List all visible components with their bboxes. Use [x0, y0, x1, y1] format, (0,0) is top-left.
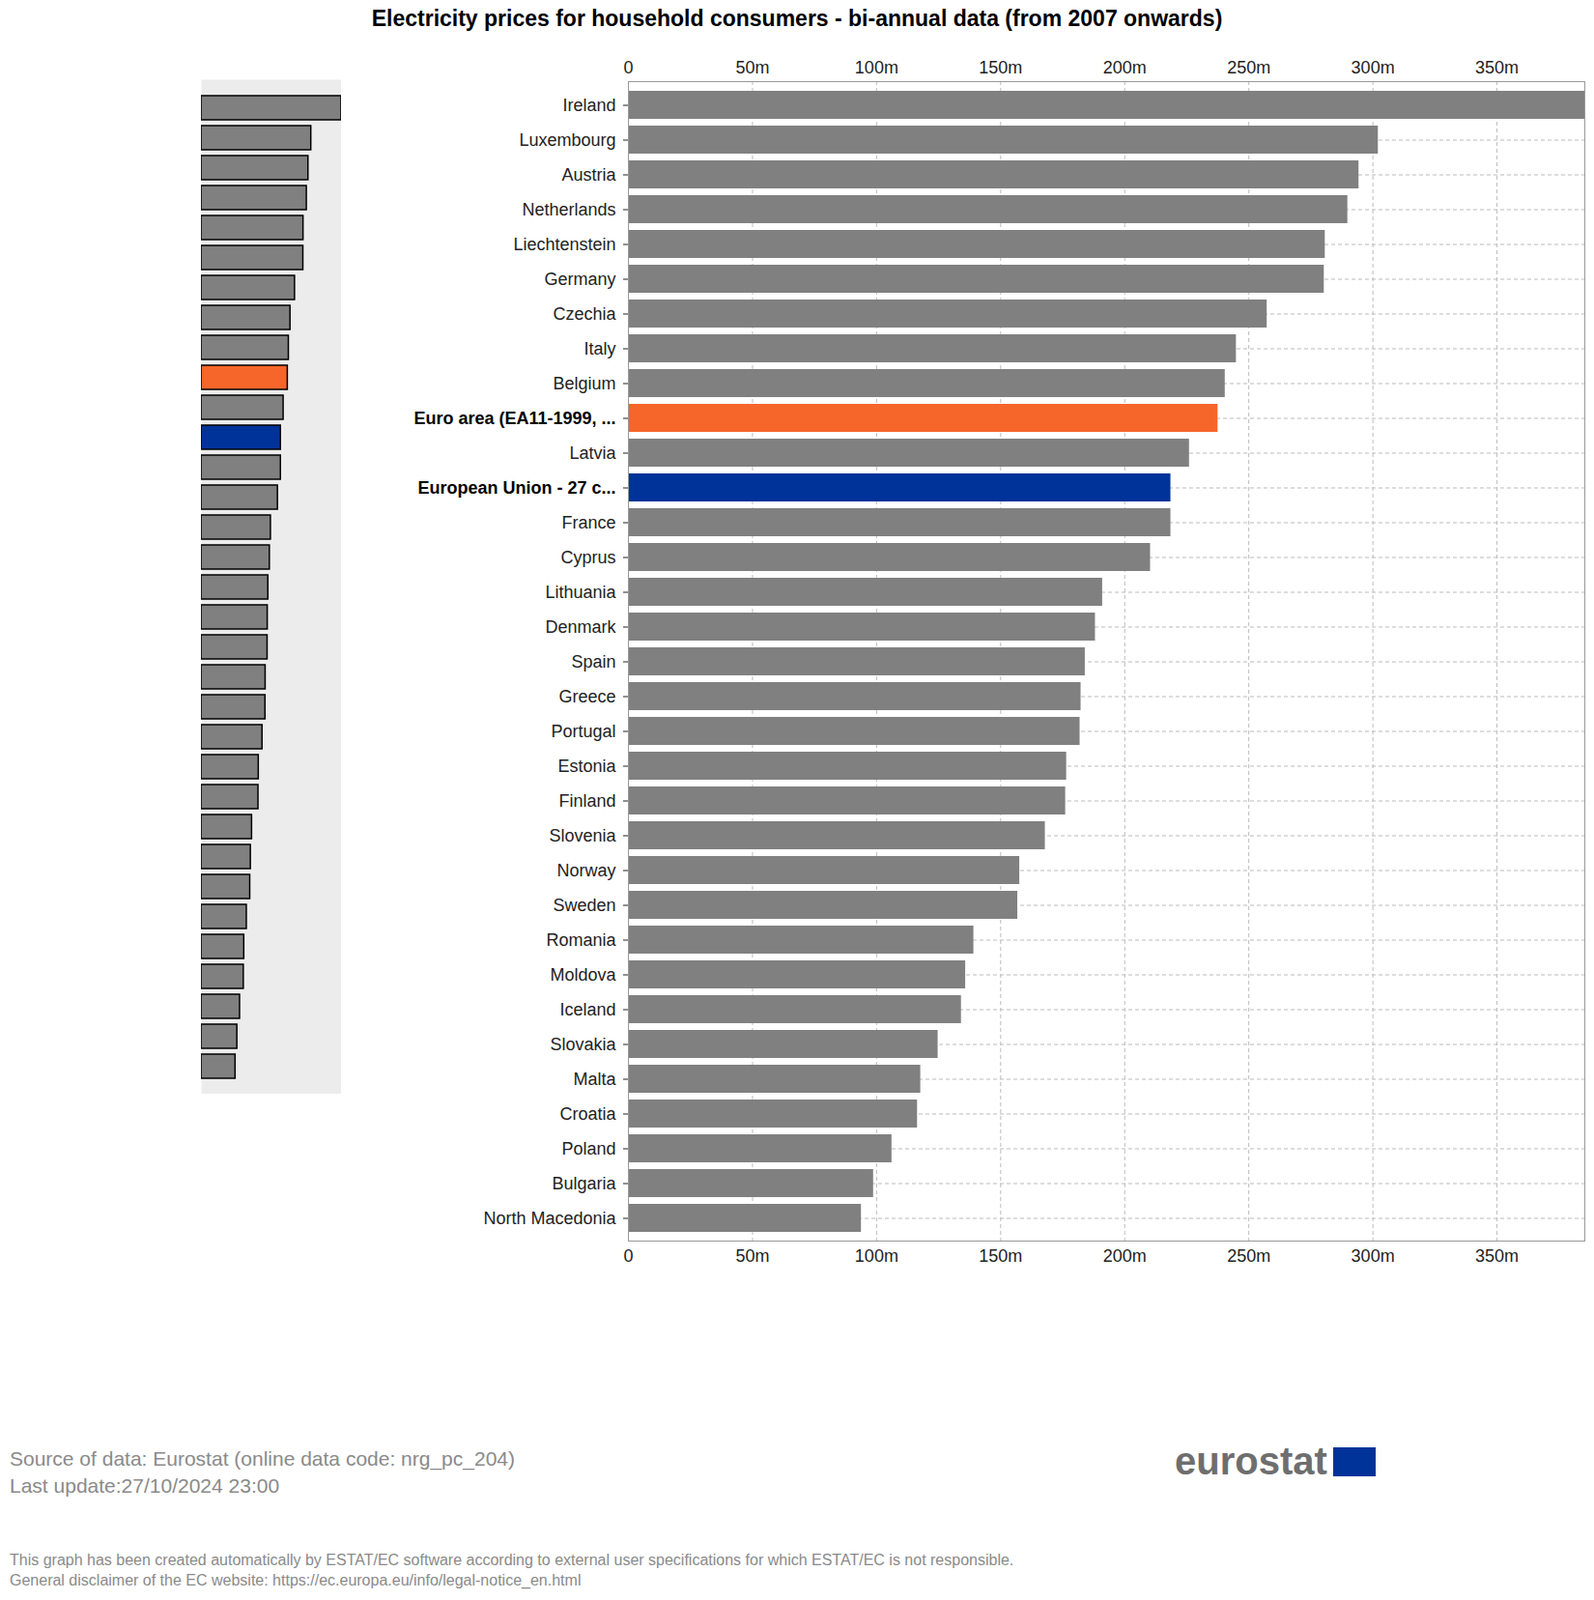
- svg-text:300m: 300m: [1351, 1246, 1395, 1266]
- svg-text:France: France: [561, 512, 616, 533]
- svg-text:250m: 250m: [1226, 57, 1271, 78]
- svg-text:Greece: Greece: [558, 686, 616, 707]
- html-text:General disclaimer of the EC w: General disclaimer of the EC website: ht…: [9, 1571, 581, 1589]
- svg-text:Sweden: Sweden: [552, 895, 616, 915]
- svg-text:Spain: Spain: [570, 652, 616, 672]
- svg-text:350m: 350m: [1475, 57, 1519, 78]
- html-text:Source of data: Eurostat (onli: Source of data: Eurostat (online data co…: [9, 1447, 515, 1470]
- svg-text:Italy: Italy: [583, 339, 616, 359]
- svg-text:Austria: Austria: [561, 165, 617, 185]
- svg-text:150m: 150m: [978, 57, 1023, 78]
- svg-text:Finland: Finland: [558, 791, 616, 811]
- html-text:eurostat: eurostat: [1174, 1439, 1328, 1482]
- svg-text:200m: 200m: [1103, 57, 1147, 78]
- svg-text:350m: 350m: [1475, 1246, 1519, 1266]
- svg-text:Iceland: Iceland: [559, 999, 616, 1020]
- svg-text:Bulgaria: Bulgaria: [551, 1173, 617, 1194]
- svg-text:Netherlands: Netherlands: [521, 199, 616, 220]
- svg-text:Slovenia: Slovenia: [548, 825, 617, 846]
- svg-text:300m: 300m: [1351, 57, 1395, 78]
- svg-text:Slovakia: Slovakia: [549, 1034, 617, 1054]
- svg-text:Moldova: Moldova: [549, 965, 617, 985]
- html-text:Electricity prices for househo: Electricity prices for household consume…: [371, 5, 1223, 31]
- svg-text:Norway: Norway: [556, 860, 616, 881]
- svg-text:200m: 200m: [1103, 1246, 1147, 1266]
- svg-text:Belgium: Belgium: [552, 373, 616, 394]
- svg-text:150m: 150m: [978, 1246, 1023, 1266]
- svg-text:Latvia: Latvia: [569, 443, 617, 463]
- svg-text:Ireland: Ireland: [562, 95, 616, 115]
- svg-text:Estonia: Estonia: [557, 756, 617, 776]
- svg-text:Portugal: Portugal: [550, 721, 616, 741]
- svg-text:Poland: Poland: [561, 1138, 616, 1159]
- html-text:Last update:27/10/2024 23:00: Last update:27/10/2024 23:00: [9, 1474, 280, 1497]
- svg-text:Denmark: Denmark: [544, 617, 617, 637]
- svg-text:50m: 50m: [735, 1246, 769, 1266]
- svg-text:Romania: Romania: [545, 930, 617, 950]
- svg-text:Liechtenstein: Liechtenstein: [512, 234, 616, 255]
- svg-text:Cyprus: Cyprus: [560, 547, 616, 568]
- svg-text:100m: 100m: [854, 1246, 899, 1266]
- svg-text:Croatia: Croatia: [559, 1104, 617, 1124]
- svg-text:Euro area (EA11-1999, ...: Euro area (EA11-1999, ...: [413, 408, 616, 428]
- svg-text:250m: 250m: [1226, 1246, 1271, 1266]
- svg-text:European Union - 27 c...: European Union - 27 c...: [417, 478, 616, 498]
- svg-text:0: 0: [623, 57, 633, 78]
- svg-text:50m: 50m: [735, 57, 769, 78]
- svg-text:North Macedonia: North Macedonia: [483, 1208, 617, 1228]
- svg-text:Luxembourg: Luxembourg: [518, 130, 616, 150]
- svg-text:Malta: Malta: [572, 1069, 617, 1089]
- svg-text:Lithuania: Lithuania: [544, 582, 617, 602]
- svg-text:100m: 100m: [854, 57, 899, 78]
- svg-text:Czechia: Czechia: [552, 304, 617, 324]
- svg-text:0: 0: [623, 1246, 633, 1266]
- svg-text:Germany: Germany: [543, 269, 616, 289]
- html-text:This graph has been created au: This graph has been created automaticall…: [9, 1551, 1014, 1568]
